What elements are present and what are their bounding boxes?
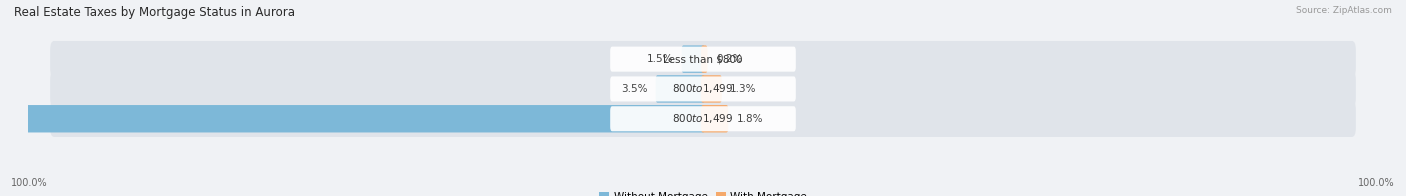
FancyBboxPatch shape xyxy=(702,105,728,132)
Text: 100.0%: 100.0% xyxy=(1358,178,1395,188)
Text: 0.2%: 0.2% xyxy=(716,54,742,64)
FancyBboxPatch shape xyxy=(51,41,1355,77)
FancyBboxPatch shape xyxy=(702,75,721,103)
FancyBboxPatch shape xyxy=(0,105,704,132)
FancyBboxPatch shape xyxy=(610,47,796,72)
FancyBboxPatch shape xyxy=(682,45,704,73)
Text: Source: ZipAtlas.com: Source: ZipAtlas.com xyxy=(1296,6,1392,15)
Text: 1.5%: 1.5% xyxy=(647,54,673,64)
FancyBboxPatch shape xyxy=(51,101,1355,137)
Text: 1.8%: 1.8% xyxy=(737,114,763,124)
Text: $800 to $1,499: $800 to $1,499 xyxy=(672,112,734,125)
Text: 100.0%: 100.0% xyxy=(11,178,48,188)
Text: 1.3%: 1.3% xyxy=(730,84,756,94)
FancyBboxPatch shape xyxy=(51,71,1355,107)
Text: Real Estate Taxes by Mortgage Status in Aurora: Real Estate Taxes by Mortgage Status in … xyxy=(14,6,295,19)
FancyBboxPatch shape xyxy=(610,106,796,131)
Legend: Without Mortgage, With Mortgage: Without Mortgage, With Mortgage xyxy=(599,191,807,196)
FancyBboxPatch shape xyxy=(655,75,704,103)
FancyBboxPatch shape xyxy=(702,45,707,73)
Text: $800 to $1,499: $800 to $1,499 xyxy=(672,83,734,95)
FancyBboxPatch shape xyxy=(610,76,796,102)
Text: 3.5%: 3.5% xyxy=(620,84,647,94)
Text: Less than $800: Less than $800 xyxy=(664,54,742,64)
